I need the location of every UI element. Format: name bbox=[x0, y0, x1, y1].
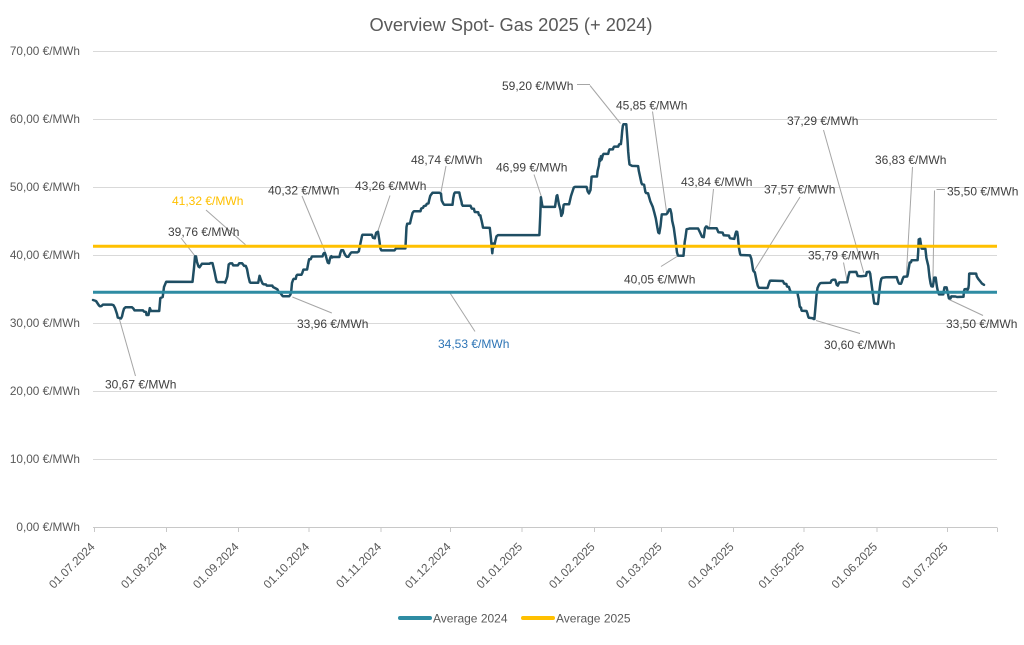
svg-text:34,53 €/MWh: 34,53 €/MWh bbox=[438, 337, 509, 351]
svg-text:Average 2024: Average 2024 bbox=[433, 612, 508, 626]
svg-text:35,50 €/MWh: 35,50 €/MWh bbox=[947, 184, 1018, 198]
svg-text:41,32 €/MWh: 41,32 €/MWh bbox=[172, 194, 243, 208]
svg-text:30,60 €/MWh: 30,60 €/MWh bbox=[824, 338, 895, 352]
svg-text:37,29 €/MWh: 37,29 €/MWh bbox=[787, 114, 858, 128]
svg-text:36,83 €/MWh: 36,83 €/MWh bbox=[875, 153, 946, 167]
svg-text:Overview Spot- Gas 2025 (+ 202: Overview Spot- Gas 2025 (+ 2024) bbox=[370, 14, 653, 35]
svg-text:37,57 €/MWh: 37,57 €/MWh bbox=[764, 182, 835, 196]
svg-text:43,26 €/MWh: 43,26 €/MWh bbox=[355, 179, 426, 193]
svg-text:48,74 €/MWh: 48,74 €/MWh bbox=[411, 153, 482, 167]
svg-text:50,00 €/MWh: 50,00 €/MWh bbox=[10, 180, 80, 194]
svg-text:40,32 €/MWh: 40,32 €/MWh bbox=[268, 183, 339, 197]
svg-text:0,00 €/MWh: 0,00 €/MWh bbox=[16, 520, 80, 534]
svg-text:33,96 €/MWh: 33,96 €/MWh bbox=[297, 317, 368, 331]
svg-text:60,00 €/MWh: 60,00 €/MWh bbox=[10, 112, 80, 126]
svg-text:43,84 €/MWh: 43,84 €/MWh bbox=[681, 175, 752, 189]
svg-text:39,76 €/MWh: 39,76 €/MWh bbox=[168, 225, 239, 239]
svg-text:45,85 €/MWh: 45,85 €/MWh bbox=[616, 98, 687, 112]
svg-text:40,05 €/MWh: 40,05 €/MWh bbox=[624, 272, 695, 286]
svg-text:46,99 €/MWh: 46,99 €/MWh bbox=[496, 160, 567, 174]
svg-text:Average 2025: Average 2025 bbox=[556, 612, 631, 626]
svg-text:30,67 €/MWh: 30,67 €/MWh bbox=[105, 377, 176, 391]
svg-text:40,00 €/MWh: 40,00 €/MWh bbox=[10, 248, 80, 262]
svg-text:70,00 €/MWh: 70,00 €/MWh bbox=[10, 44, 80, 58]
svg-text:30,00 €/MWh: 30,00 €/MWh bbox=[10, 316, 80, 330]
svg-text:59,20 €/MWh: 59,20 €/MWh bbox=[502, 79, 573, 93]
svg-text:33,50 €/MWh: 33,50 €/MWh bbox=[946, 317, 1017, 331]
svg-text:10,00 €/MWh: 10,00 €/MWh bbox=[10, 452, 80, 466]
svg-text:35,79 €/MWh: 35,79 €/MWh bbox=[808, 248, 879, 262]
svg-text:20,00 €/MWh: 20,00 €/MWh bbox=[10, 384, 80, 398]
